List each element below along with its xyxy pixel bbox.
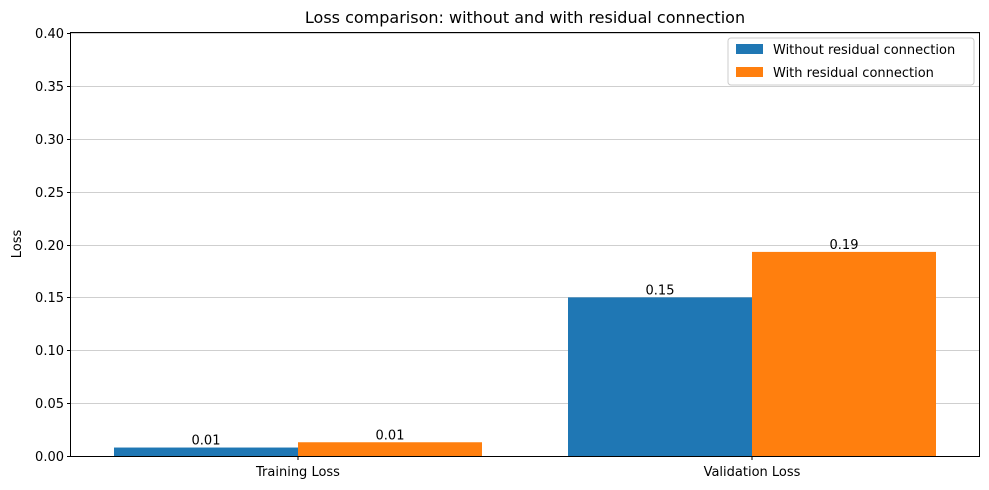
legend-label-without-residual: Without residual connection (773, 43, 955, 58)
bar (298, 442, 482, 456)
data-labels: 0.01 0.01 0.15 0.19 (192, 238, 859, 449)
y-tick-label: 0.25 (35, 186, 64, 201)
x-axis: Training Loss Validation Loss (255, 456, 801, 480)
bar (752, 251, 936, 456)
bar-value-label: 0.01 (192, 434, 221, 449)
bar (114, 447, 298, 456)
legend-swatch-without-residual (736, 44, 763, 54)
chart-title: Loss comparison: without and with residu… (305, 8, 745, 27)
y-tick-label: 0.20 (35, 239, 64, 254)
y-axis-label: Loss (10, 230, 25, 259)
bar (568, 297, 752, 456)
y-tick-label: 0.40 (35, 27, 64, 42)
y-tick-label: 0.00 (35, 450, 64, 465)
y-axis: 0.00 0.05 0.10 0.15 0.20 0.25 0.30 0.35 0.40 (35, 27, 71, 465)
bar-value-label: 0.15 (646, 283, 675, 298)
bar-value-label: 0.19 (830, 238, 859, 253)
y-tick-label: 0.05 (35, 397, 64, 412)
bars (114, 251, 936, 456)
legend-label-with-residual: With residual connection (773, 66, 934, 81)
y-tick-label: 0.10 (35, 344, 64, 359)
legend-swatch-with-residual (736, 67, 763, 77)
bar-value-label: 0.01 (376, 428, 405, 443)
legend: Without residual connection With residua… (727, 37, 975, 86)
plot-frame (70, 32, 980, 457)
y-tick-label: 0.35 (35, 80, 64, 95)
x-tick-label: Training Loss (255, 465, 340, 480)
legend-box (727, 37, 975, 86)
x-tick-label: Validation Loss (704, 465, 801, 480)
gridlines (71, 33, 979, 457)
y-tick-label: 0.15 (35, 291, 64, 306)
y-tick-label: 0.30 (35, 133, 64, 148)
